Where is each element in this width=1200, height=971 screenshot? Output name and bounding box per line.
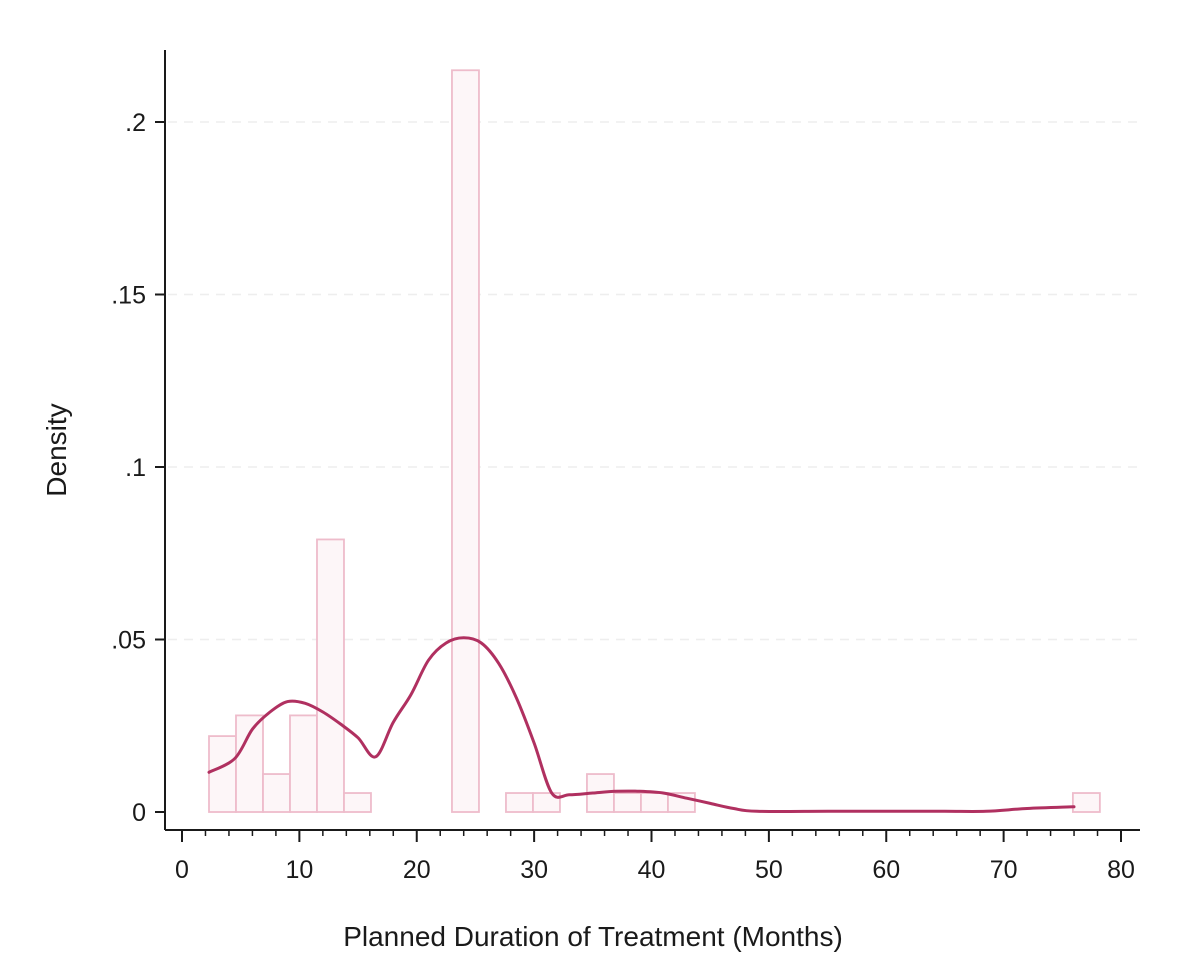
histogram-bar	[262, 773, 291, 813]
x-tick-label: 40	[638, 856, 666, 884]
histogram-bar	[289, 714, 318, 813]
x-axis-ticks: 0 10 20 30 40 50 60 70 80	[175, 830, 1135, 884]
histogram-bar	[235, 714, 264, 813]
y-axis-ticks: 0 .05 .1 .15 .2	[111, 109, 165, 827]
y-axis-title: Density	[41, 403, 72, 496]
histogram-bar	[451, 69, 480, 813]
y-tick-label: .15	[111, 282, 146, 310]
histogram-bar	[613, 792, 642, 813]
x-tick-label: 30	[520, 856, 548, 884]
histogram-bars	[208, 69, 1101, 813]
density-curve-layer	[207, 636, 1076, 814]
y-tick-label: .1	[125, 454, 146, 482]
histogram-bar	[505, 792, 534, 813]
histogram-bar	[316, 538, 345, 813]
histogram-bar	[640, 792, 669, 813]
gridlines	[168, 121, 1140, 641]
histogram-bar	[532, 792, 561, 813]
density-curve	[207, 636, 1076, 814]
x-tick-label: 20	[403, 856, 431, 884]
x-tick-label: 70	[990, 856, 1018, 884]
histogram-bar	[208, 735, 237, 813]
y-tick-label: .05	[111, 627, 146, 655]
y-tick-label: .2	[125, 109, 146, 137]
x-tick-label: 10	[285, 856, 313, 884]
x-tick-label: 80	[1107, 856, 1135, 884]
x-axis-title: Planned Duration of Treatment (Months)	[343, 921, 843, 952]
histogram-bar	[1071, 792, 1101, 813]
axes	[164, 50, 1140, 831]
x-tick-label: 0	[175, 856, 189, 884]
y-tick-label: 0	[132, 799, 146, 827]
histogram-bar	[343, 792, 372, 813]
x-tick-label: 60	[872, 856, 900, 884]
x-tick-label: 50	[755, 856, 783, 884]
